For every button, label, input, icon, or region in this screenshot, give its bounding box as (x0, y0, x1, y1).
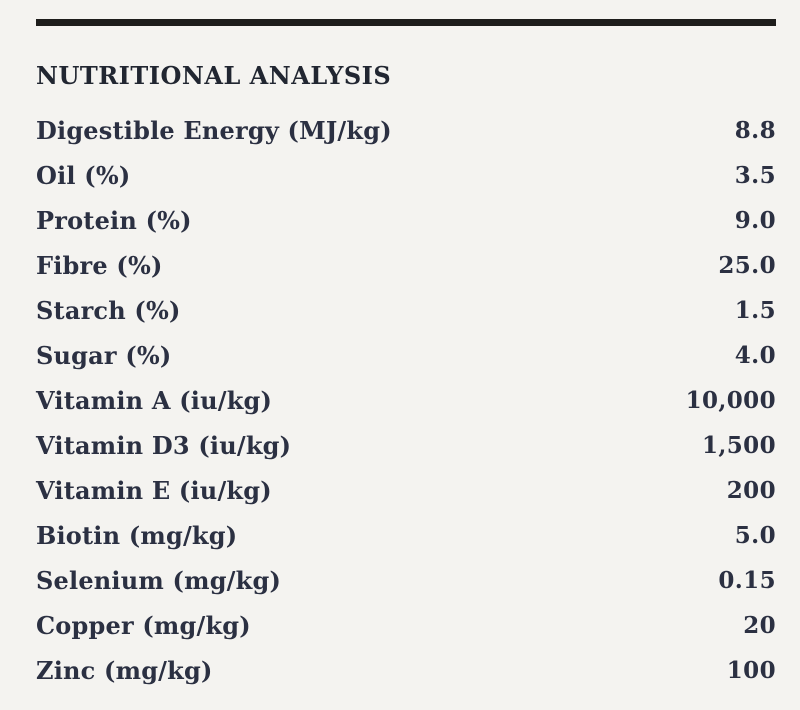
nutrition-label: Vitamin D3 (iu/kg) (36, 430, 292, 460)
nutrition-row: Zinc (mg/kg) 100 (36, 648, 776, 693)
nutrition-row: Protein (%) 9.0 (36, 198, 776, 243)
nutrition-label: Fibre (%) (36, 250, 163, 280)
nutrition-value: 8.8 (734, 116, 776, 144)
nutrition-row: Fibre (%) 25.0 (36, 243, 776, 288)
nutrition-value: 0.15 (718, 566, 776, 594)
nutrition-value: 3.5 (734, 161, 776, 189)
nutrition-row: Vitamin E (iu/kg) 200 (36, 468, 776, 513)
nutrition-label: Vitamin A (iu/kg) (36, 385, 273, 415)
nutrition-value: 100 (726, 656, 776, 684)
nutrition-label: Vitamin E (iu/kg) (36, 475, 272, 505)
nutrition-row: Biotin (mg/kg) 5.0 (36, 513, 776, 558)
nutrition-label: Selenium (mg/kg) (36, 565, 282, 595)
nutrition-value: 1.5 (734, 296, 776, 324)
nutrition-label: Digestible Energy (MJ/kg) (36, 115, 392, 145)
nutrition-label: Oil (%) (36, 160, 131, 190)
nutrition-row: Sugar (%) 4.0 (36, 333, 776, 378)
nutrition-value: 20 (743, 611, 776, 639)
nutrition-row: Vitamin D3 (iu/kg) 1,500 (36, 423, 776, 468)
nutrition-value: 5.0 (734, 521, 776, 549)
nutrition-value: 9.0 (734, 206, 776, 234)
nutrition-label: Copper (mg/kg) (36, 610, 251, 640)
nutrition-label: Biotin (mg/kg) (36, 520, 238, 550)
nutrition-row: Vitamin A (iu/kg) 10,000 (36, 378, 776, 423)
nutrition-row: Digestible Energy (MJ/kg) 8.8 (36, 108, 776, 153)
nutrition-row: Oil (%) 3.5 (36, 153, 776, 198)
nutrition-table: Digestible Energy (MJ/kg) 8.8 Oil (%) 3.5 Pr… (36, 108, 776, 693)
nutrition-row: Selenium (mg/kg) 0.15 (36, 558, 776, 603)
nutrition-label: Protein (%) (36, 205, 192, 235)
nutrition-label: Sugar (%) (36, 340, 172, 370)
section-title: NUTRITIONAL ANALYSIS (36, 61, 392, 90)
nutrition-value: 25.0 (718, 251, 776, 279)
nutrition-label: Starch (%) (36, 295, 181, 325)
nutrition-value: 10,000 (685, 386, 776, 414)
nutrition-value: 1,500 (701, 431, 776, 459)
nutrition-value: 200 (726, 476, 776, 504)
nutrition-value: 4.0 (734, 341, 776, 369)
top-divider-rule (36, 19, 776, 26)
nutrition-label: Zinc (mg/kg) (36, 655, 213, 685)
nutrition-row: Starch (%) 1.5 (36, 288, 776, 333)
nutrition-row: Copper (mg/kg) 20 (36, 603, 776, 648)
